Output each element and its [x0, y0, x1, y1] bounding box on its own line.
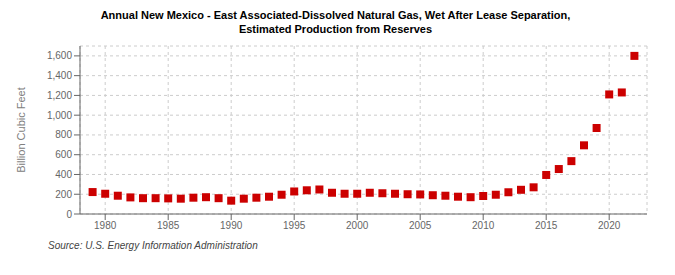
svg-text:2020: 2020	[598, 220, 621, 231]
svg-text:2000: 2000	[346, 220, 369, 231]
svg-text:2015: 2015	[535, 220, 558, 231]
svg-text:2005: 2005	[409, 220, 432, 231]
svg-text:1,400: 1,400	[47, 70, 72, 81]
html-text:Estimated Production from Rese: Estimated Production from Reserves	[238, 23, 433, 35]
svg-text:1,200: 1,200	[47, 90, 72, 101]
svg-text:1,600: 1,600	[47, 50, 72, 61]
svg-text:600: 600	[55, 149, 72, 160]
svg-text:1990: 1990	[220, 220, 243, 231]
svg-text:1,000: 1,000	[47, 110, 72, 121]
svg-text:1995: 1995	[283, 220, 306, 231]
svg-text:0: 0	[66, 209, 72, 220]
html-text:Source: U.S. Energy Informatio: Source: U.S. Energy Information Administ…	[48, 240, 258, 251]
svg-text:1980: 1980	[94, 220, 117, 231]
svg-text:800: 800	[55, 129, 72, 140]
svg-text:200: 200	[55, 189, 72, 200]
svg-text:1985: 1985	[157, 220, 180, 231]
html-text:Annual New Mexico - East Assoc: Annual New Mexico - East Associated-Diss…	[100, 9, 571, 21]
svg-text:2010: 2010	[472, 220, 495, 231]
svg-text:400: 400	[55, 169, 72, 180]
svg-text:Billion Cubic Feet: Billion Cubic Feet	[15, 87, 27, 173]
